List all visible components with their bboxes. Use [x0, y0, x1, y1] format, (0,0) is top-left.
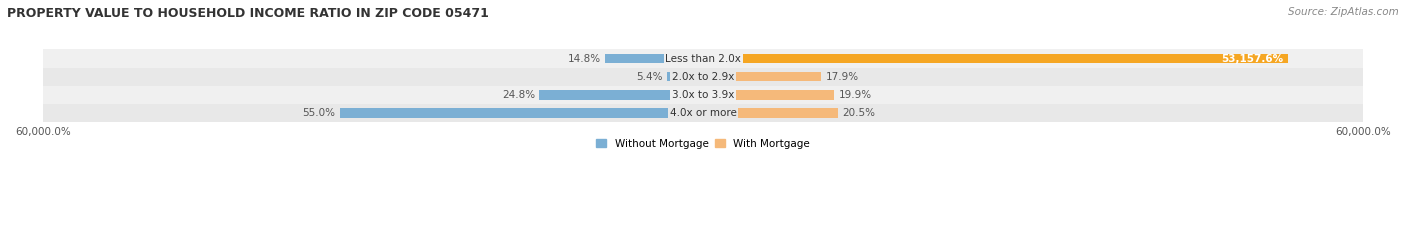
Bar	[540, 90, 703, 99]
Bar	[668, 72, 703, 81]
Text: Source: ZipAtlas.com: Source: ZipAtlas.com	[1288, 7, 1399, 17]
Bar	[42, 68, 1364, 86]
Bar	[42, 104, 1364, 122]
Text: PROPERTY VALUE TO HOUSEHOLD INCOME RATIO IN ZIP CODE 05471: PROPERTY VALUE TO HOUSEHOLD INCOME RATIO…	[7, 7, 489, 20]
Text: 53,157.6%: 53,157.6%	[1222, 54, 1284, 64]
Text: 55.0%: 55.0%	[302, 108, 336, 118]
Text: 20.5%: 20.5%	[842, 108, 876, 118]
Text: 4.0x or more: 4.0x or more	[669, 108, 737, 118]
Bar	[606, 54, 703, 63]
Bar	[703, 54, 1288, 63]
Text: 17.9%: 17.9%	[825, 72, 859, 82]
Text: 5.4%: 5.4%	[637, 72, 664, 82]
Bar	[703, 108, 838, 118]
Text: 14.8%: 14.8%	[568, 54, 600, 64]
Legend: Without Mortgage, With Mortgage: Without Mortgage, With Mortgage	[592, 135, 814, 153]
Bar	[340, 108, 703, 118]
Bar	[42, 86, 1364, 104]
Bar	[703, 90, 834, 99]
Text: 19.9%: 19.9%	[839, 90, 872, 100]
Text: 3.0x to 3.9x: 3.0x to 3.9x	[672, 90, 734, 100]
Bar	[703, 72, 821, 81]
Text: Less than 2.0x: Less than 2.0x	[665, 54, 741, 64]
Text: 24.8%: 24.8%	[502, 90, 534, 100]
Bar	[42, 49, 1364, 68]
Text: 2.0x to 2.9x: 2.0x to 2.9x	[672, 72, 734, 82]
